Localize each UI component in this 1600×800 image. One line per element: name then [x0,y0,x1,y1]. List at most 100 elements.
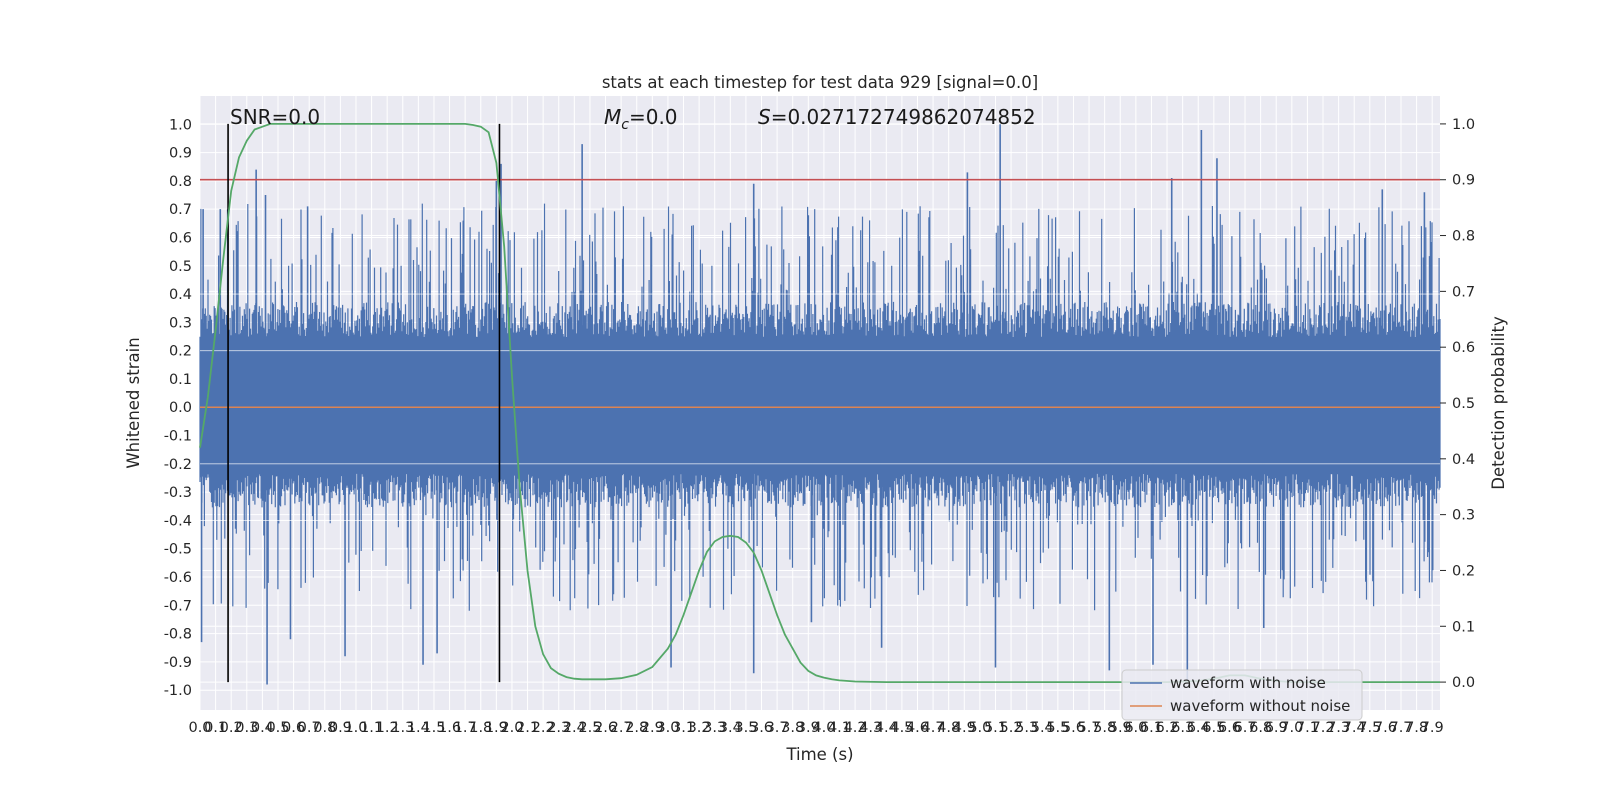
chirp-mass-value: =0.0 [629,105,678,129]
x-tick-label: 4.7 [922,720,945,736]
x-tick-label: 7.7 [1389,720,1412,736]
legend: waveform with noise waveform without noi… [1121,669,1363,721]
x-tick-label: 0.6 [282,720,305,736]
x-tick-label: 6.2 [1156,720,1179,736]
chart-title: stats at each timestep for test data 929… [602,73,1038,92]
x-tick-label: 4.2 [844,720,867,736]
detection-probability-line [199,123,1440,683]
x-tick-labels: 0.00.10.20.30.40.50.60.70.80.91.01.11.21… [188,720,1443,736]
x-tick-label: 3.7 [766,720,789,736]
x-tick-label: 1.0 [344,720,367,736]
y-tick-label: -0.5 [164,542,192,558]
x-tick-label: 6.3 [1171,720,1194,736]
x-tick-label: 3.5 [734,720,757,736]
x-tick-label: 0.7 [298,720,321,736]
x-tick-label: 0.4 [251,720,274,736]
x-tick-label: 0.0 [188,720,211,736]
stat-symbol: S [758,105,771,129]
x-tick-label: 1.7 [454,720,477,736]
x-tick-label: 4.8 [937,720,960,736]
y2-tick-label: 0.2 [1452,563,1475,579]
x-tick-label: 2.4 [563,720,586,736]
y2-tick-label: 0.3 [1452,508,1475,524]
x-tick-label: 2.7 [610,720,633,736]
x-tick-label: 7.1 [1296,720,1319,736]
y2-tick-label: 1.0 [1452,117,1475,133]
x-tick-label: 4.0 [812,720,835,736]
x-tick-label: 3.9 [797,720,820,736]
x-tick-label: 0.1 [204,720,227,736]
x-tick-label: 1.4 [407,720,430,736]
x-tick-label: 2.0 [500,720,523,736]
x-tick-label: 5.7 [1078,720,1101,736]
waveform-noise-bars [199,203,1441,611]
x-tick-label: 6.0 [1124,720,1147,736]
x-tick-label: 5.5 [1046,720,1069,736]
right-y-tick-labels: 1.0 0.9 0.8 0.7 0.6 0.5 0.4 0.3 0.2 0.1 0.0 [1440,117,1475,691]
y2-tick-label: 0.1 [1452,619,1475,635]
x-tick-label: 5.0 [968,720,991,736]
x-tick-label: 3.3 [703,720,726,736]
y2-tick-label: 0.7 [1452,284,1475,300]
x-tick-label: 5.6 [1062,720,1085,736]
x-tick-label: 5.9 [1109,720,1132,736]
y-axis-title: Whitened strain [124,337,143,468]
x-tick-label: 7.3 [1327,720,1350,736]
x-tick-label: 5.8 [1093,720,1116,736]
detection-probability-series [199,123,1440,683]
y-tick-label: 1.0 [169,117,192,133]
x-tick-label: 2.3 [547,720,570,736]
x-tick-label: 4.4 [875,720,898,736]
x-tick-label: 6.7 [1234,720,1257,736]
y-tick-label: 0.5 [169,259,192,275]
x-tick-label: 3.0 [656,720,679,736]
chirp-mass-symbol: M [604,105,621,129]
x-tick-label: 1.2 [376,720,399,736]
y2-tick-label: 0.5 [1452,396,1475,412]
chirp-mass-subscript: c [621,117,629,133]
x-tick-label: 5.3 [1015,720,1038,736]
legend-label-clean: waveform without noise [1170,697,1350,715]
waveform-with-noise-series [199,124,1441,685]
x-tick-label: 2.5 [578,720,601,736]
x-tick-label: 4.6 [906,720,929,736]
x-tick-label: 7.2 [1311,720,1334,736]
y-tick-label: 0.3 [169,315,192,331]
x-tick-label: 7.6 [1374,720,1397,736]
chirp-mass-annotation: Mc=0.0 [604,105,678,133]
x-tick-label: 6.9 [1265,720,1288,736]
legend-box [1121,669,1363,721]
x-tick-label: 1.6 [438,720,461,736]
x-tick-label: 6.8 [1249,720,1272,736]
x-tick-label: 7.8 [1405,720,1428,736]
x-axis-title: Time (s) [785,745,853,764]
y2-axis-title: Detection probability [1489,316,1508,490]
x-tick-label: 1.5 [422,720,445,736]
x-tick-label: 7.0 [1280,720,1303,736]
y2-tick-label: 0.4 [1452,452,1475,468]
x-tick-label: 6.1 [1140,720,1163,736]
x-tick-label: 2.1 [516,720,539,736]
y-tick-label: -0.8 [164,627,192,643]
y-tick-label: -0.2 [164,457,192,473]
y2-tick-label: 0.9 [1452,173,1475,189]
y-tick-label: -0.6 [164,570,192,586]
x-tick-label: 3.8 [781,720,804,736]
y-tick-label: -0.1 [164,429,192,445]
x-tick-label: 2.6 [594,720,617,736]
x-tick-label: 3.1 [672,720,695,736]
x-tick-label: 1.1 [360,720,383,736]
y-tick-label: -0.9 [164,655,192,671]
x-tick-label: 3.6 [750,720,773,736]
x-tick-label: 7.4 [1343,720,1366,736]
x-tick-label: 1.9 [485,720,508,736]
y-tick-label: 0.7 [169,202,192,218]
y2-tick-label: 0.8 [1452,229,1475,245]
y-tick-label: 0.4 [169,287,192,303]
y2-tick-label: 0.0 [1452,675,1475,691]
y-tick-label: -0.7 [164,598,192,614]
x-tick-label: 2.9 [641,720,664,736]
y-tick-label: 0.9 [169,146,192,162]
y-tick-label: 0.2 [169,344,192,360]
